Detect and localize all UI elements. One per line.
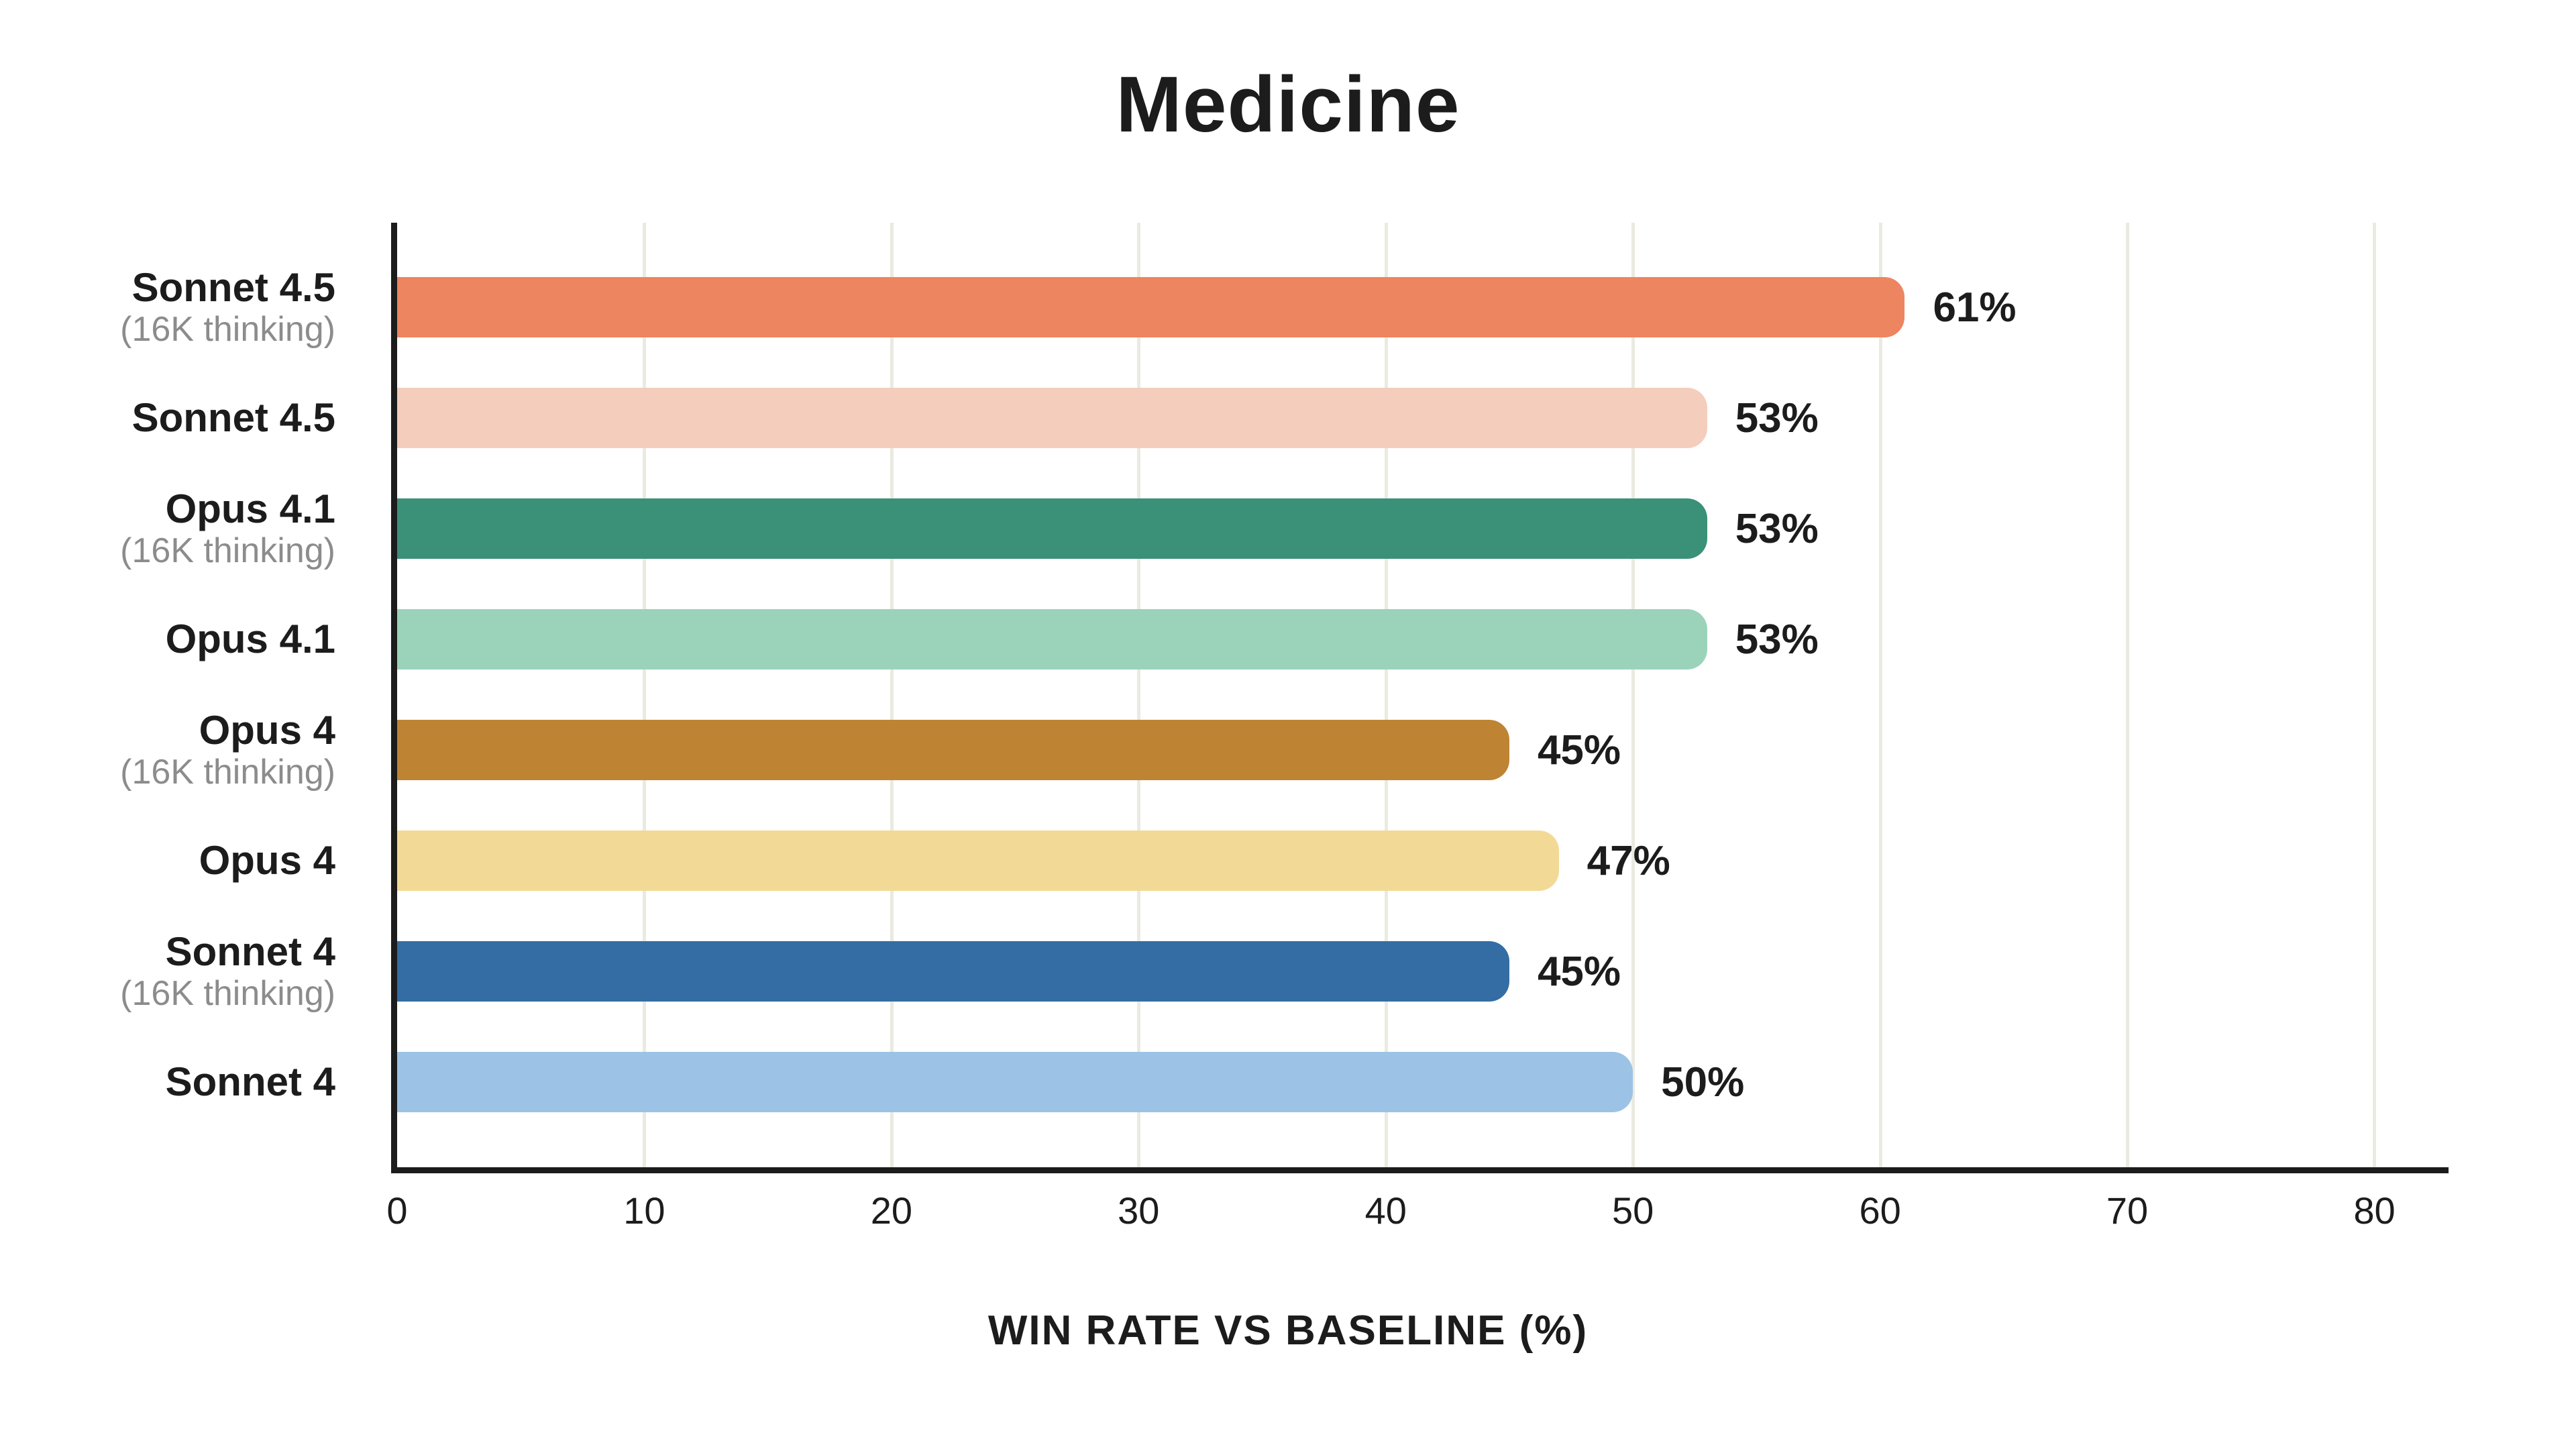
gridline-30: [1137, 223, 1141, 1167]
chart-title: Medicine: [1116, 60, 1460, 149]
y-label-block: Sonnet 4.5 (16K thinking): [0, 266, 335, 350]
gridline-40: [1384, 223, 1388, 1167]
y-label-block: Opus 4: [0, 830, 335, 891]
x-tick-label-30: 30: [1118, 1189, 1160, 1232]
bar-value-label: 47%: [1587, 838, 1670, 884]
bar-row: 45%: [397, 720, 2449, 780]
bar-opus-4.1-16k-thinking: [397, 498, 1707, 559]
gridline-50: [1631, 223, 1635, 1167]
bar-opus-4-16k-thinking: [397, 720, 1509, 780]
y-label-block: Opus 4 (16K thinking): [0, 708, 335, 792]
y-label: Opus 4: [199, 838, 335, 883]
gridline-80: [2373, 223, 2377, 1167]
y-label: Sonnet 4: [165, 1059, 335, 1104]
x-tick-label-20: 20: [870, 1189, 912, 1232]
bar-value-label: 53%: [1735, 395, 1819, 441]
y-label: Opus 4.1: [165, 616, 335, 661]
bar-sonnet-4.5-16k-thinking: [397, 277, 1905, 337]
bar-row: 53%: [397, 388, 2449, 448]
y-label: Sonnet 4: [165, 929, 335, 974]
bar-value-label: 53%: [1735, 616, 1819, 663]
bar-row: 53%: [397, 609, 2449, 669]
plot-area: 61% 53% 53% 53% 45% 47% 45% 50%: [391, 223, 2449, 1173]
x-tick-label-70: 70: [2106, 1189, 2149, 1232]
x-axis-label: WIN RATE VS BASELINE (%): [987, 1307, 1589, 1354]
y-label-block: Opus 4.1: [0, 609, 335, 669]
bar-row: 53%: [397, 498, 2449, 559]
bar-value-label: 53%: [1735, 506, 1819, 552]
bar-sonnet-4.5: [397, 388, 1707, 448]
bar-value-label: 45%: [1537, 727, 1621, 773]
bar-sonnet-4-16k-thinking: [397, 941, 1509, 1002]
x-tick-label-40: 40: [1364, 1189, 1407, 1232]
y-label: Opus 4: [199, 708, 335, 753]
y-sublabel: (16K thinking): [120, 974, 335, 1013]
y-label-block: Sonnet 4 (16K thinking): [0, 930, 335, 1014]
y-sublabel: (16K thinking): [120, 531, 335, 570]
bar-opus-4.1: [397, 609, 1707, 669]
bar-value-label: 50%: [1661, 1059, 1745, 1106]
bar-sonnet-4: [397, 1052, 1633, 1112]
bar-opus-4: [397, 830, 1559, 891]
bar-row: 47%: [397, 830, 2449, 891]
y-label: Sonnet 4.5: [131, 265, 335, 310]
y-sublabel: (16K thinking): [120, 753, 335, 792]
y-label-block: Sonnet 4: [0, 1052, 335, 1112]
bar-row: 45%: [397, 941, 2449, 1002]
bar-value-label: 61%: [1933, 284, 2017, 331]
y-label-block: Sonnet 4.5: [0, 388, 335, 448]
gridline-60: [1878, 223, 1882, 1167]
x-tick-label-10: 10: [623, 1189, 665, 1232]
gridline-20: [890, 223, 894, 1167]
x-tick-label-50: 50: [1612, 1189, 1654, 1232]
x-tick-label-0: 0: [386, 1189, 408, 1232]
x-tick-label-60: 60: [1859, 1189, 1901, 1232]
bar-row: 61%: [397, 277, 2449, 337]
x-tick-label-80: 80: [2353, 1189, 2396, 1232]
y-label: Sonnet 4.5: [131, 395, 335, 440]
gridline-70: [2126, 223, 2130, 1167]
gridline-10: [643, 223, 647, 1167]
y-label: Opus 4.1: [165, 486, 335, 531]
bar-value-label: 45%: [1537, 949, 1621, 995]
bar-row: 50%: [397, 1052, 2449, 1112]
y-label-block: Opus 4.1 (16K thinking): [0, 487, 335, 571]
y-sublabel: (16K thinking): [120, 310, 335, 349]
